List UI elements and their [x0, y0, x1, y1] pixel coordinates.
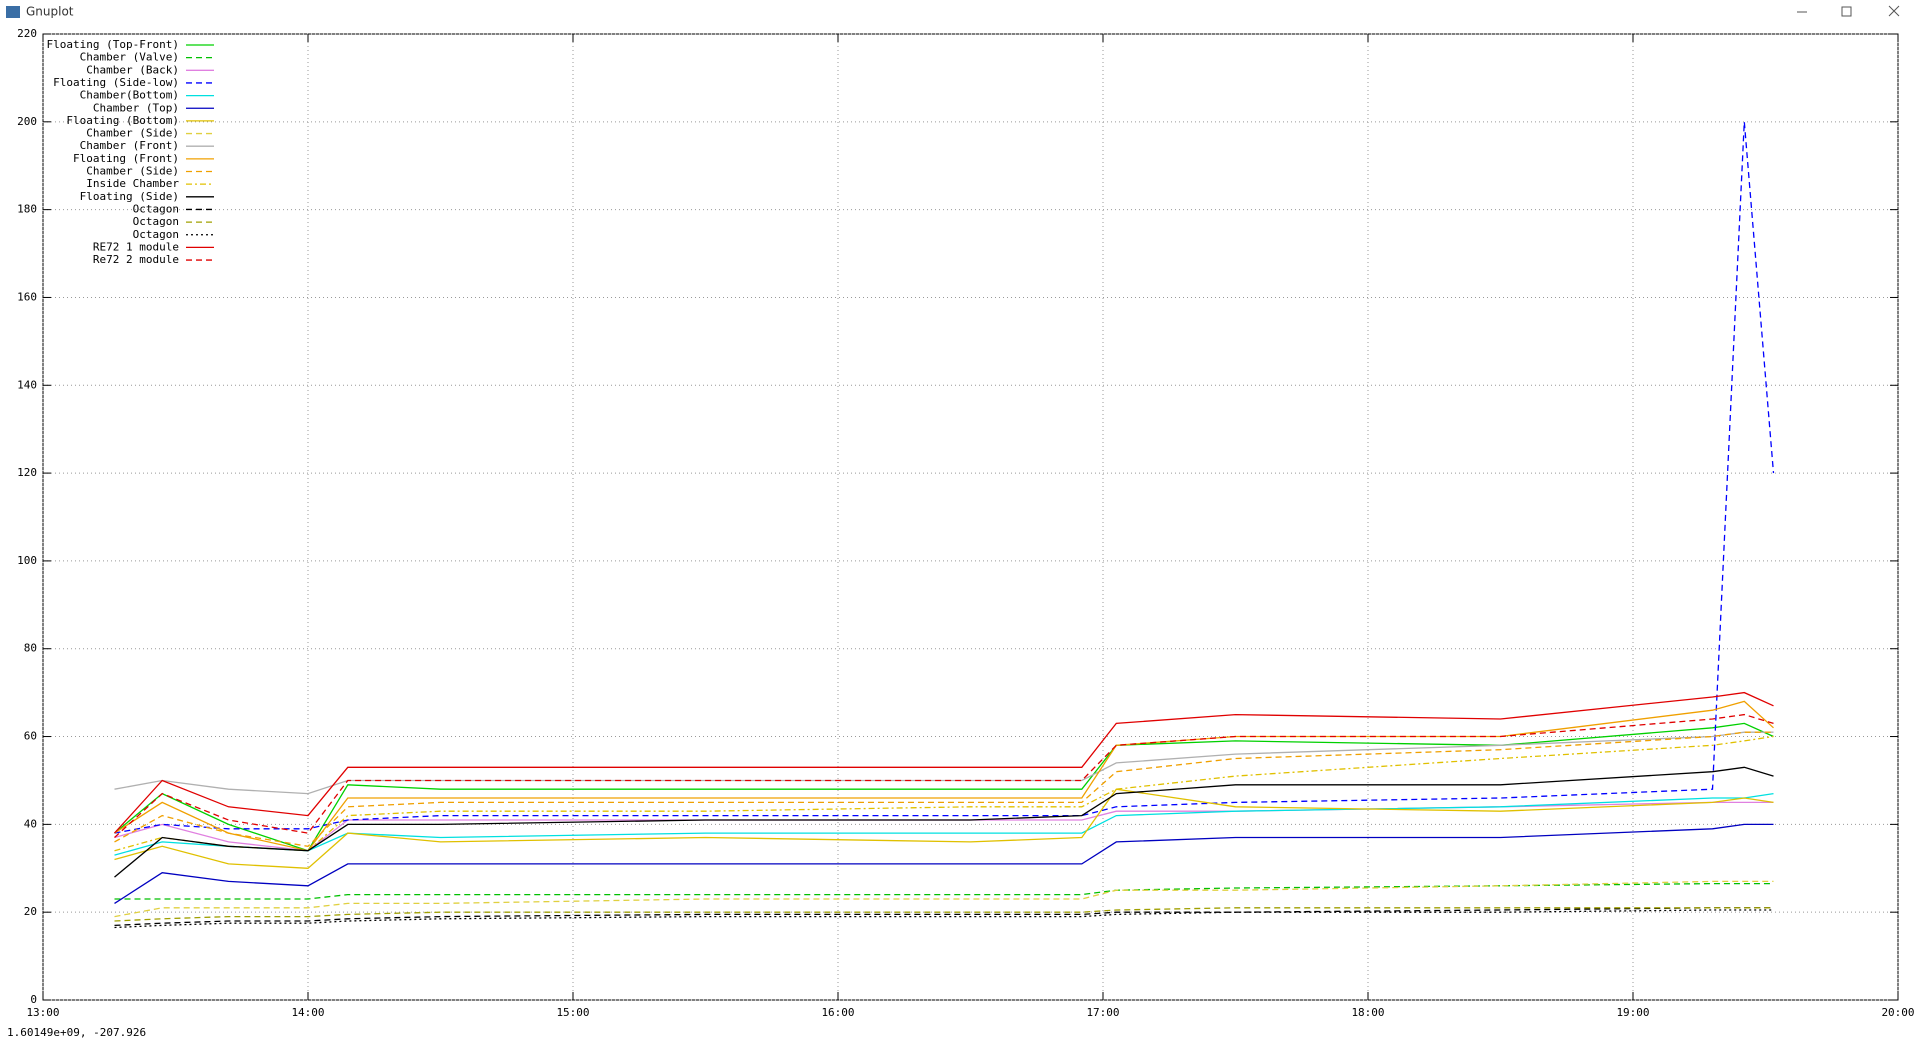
series-line — [114, 880, 1774, 918]
series-line — [114, 722, 1774, 852]
window-title: Gnuplot — [26, 5, 74, 19]
series-line — [114, 691, 1774, 834]
y-tick-label: 80 — [24, 642, 37, 655]
legend-label: Floating (Side-low) — [53, 76, 179, 89]
x-tick-label: 18:00 — [1351, 1006, 1384, 1019]
legend-label: Chamber (Side) — [86, 127, 179, 140]
series-line — [114, 700, 1774, 852]
x-tick-label: 19:00 — [1616, 1006, 1649, 1019]
series-line — [114, 713, 1774, 838]
y-tick-label: 220 — [17, 27, 37, 40]
series-lines — [114, 121, 1775, 929]
legend-label: Octagon — [133, 202, 179, 215]
y-tick-label: 180 — [17, 203, 37, 216]
y-tick-label: 40 — [24, 817, 37, 830]
x-tick-label: 16:00 — [821, 1006, 854, 1019]
series-line — [114, 909, 1774, 929]
y-tick-label: 120 — [17, 466, 37, 479]
legend-label: Octagon — [133, 228, 179, 241]
series-line — [114, 823, 1774, 904]
series-line — [114, 121, 1775, 834]
legend-label: Floating (Bottom) — [66, 114, 179, 127]
legend-label: Re72 2 module — [93, 253, 179, 266]
y-tick-label: 140 — [17, 378, 37, 391]
x-tick-label: 20:00 — [1881, 1006, 1914, 1019]
series-line — [114, 907, 1774, 927]
x-tick-label: 13:00 — [26, 1006, 59, 1019]
y-tick-label: 100 — [17, 554, 37, 567]
y-tick-label: 20 — [24, 905, 37, 918]
status-bar: 1.60149e+09, -207.926 — [7, 1026, 146, 1039]
legend-label: Chamber (Top) — [93, 101, 179, 114]
legend-label: Chamber (Side) — [86, 165, 179, 178]
title-bar — [0, 0, 1920, 24]
maximize-button[interactable] — [1841, 6, 1852, 17]
grid: 0 20 40 60 80 100 120 140 160 180 200 220 13:00 14:00… — [17, 27, 1914, 1019]
series-line — [114, 788, 1774, 869]
series-line — [114, 907, 1774, 922]
legend-label: Chamber(Bottom) — [80, 89, 179, 102]
series-line — [114, 882, 1774, 900]
legend-label: Floating (Side) — [80, 190, 179, 203]
x-tick-label: 17:00 — [1086, 1006, 1119, 1019]
app-icon — [6, 6, 20, 18]
legend-label: Chamber (Front) — [80, 139, 179, 152]
y-tick-label: 60 — [24, 730, 37, 743]
legend-label: Inside Chamber — [86, 177, 179, 190]
series-line — [114, 766, 1774, 878]
legend: Floating (Top-Front)Chamber (Valve)Chamb… — [47, 38, 214, 266]
x-tick-label: 15:00 — [556, 1006, 589, 1019]
plot-border — [42, 33, 1899, 1001]
legend-label: Floating (Front) — [73, 152, 179, 165]
legend-label: Chamber (Back) — [86, 63, 179, 76]
legend-label: Chamber (Valve) — [80, 51, 179, 64]
legend-label: RE72 1 module — [93, 240, 179, 253]
close-button[interactable] — [1888, 5, 1900, 17]
legend-label: Octagon — [133, 215, 179, 228]
y-tick-label: 160 — [17, 290, 37, 303]
series-line — [114, 731, 1774, 795]
y-tick-label: 200 — [17, 115, 37, 128]
legend-label: Floating (Top-Front) — [47, 38, 179, 51]
y-tick-label: 0 — [30, 993, 37, 1006]
x-tick-label: 14:00 — [291, 1006, 324, 1019]
series-line — [114, 731, 1774, 847]
